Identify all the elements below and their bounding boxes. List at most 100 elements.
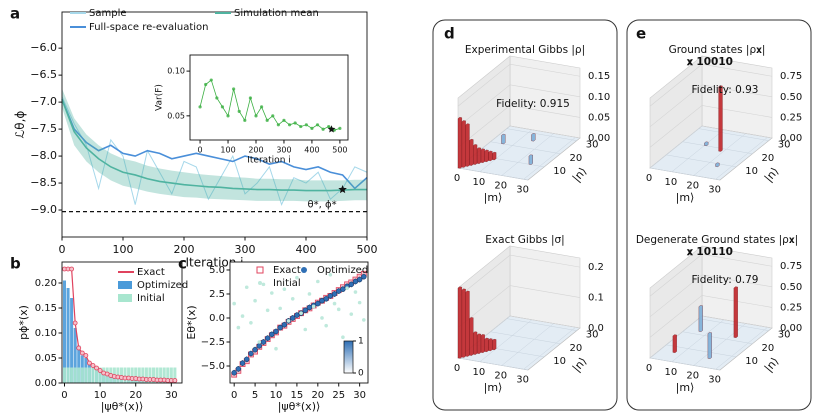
x-axis-label: |ψθ*(x)⟩ — [278, 400, 321, 413]
z-grid-line — [649, 295, 773, 338]
x-tick-label: 30 — [353, 390, 366, 401]
y-grid-line — [666, 344, 737, 358]
z-grid-line — [457, 285, 581, 328]
y-tick-label: 0.05 — [167, 111, 185, 120]
bar — [492, 151, 497, 161]
y-axis-label: |n⟩ — [762, 165, 782, 185]
legend-label: Exact — [137, 267, 165, 278]
point — [271, 114, 275, 118]
x-grid-line — [479, 129, 533, 172]
x-axis-label: Iteration i — [247, 156, 291, 166]
x-tick-label: 20 — [129, 390, 142, 401]
point — [248, 350, 254, 357]
y-tick-label: 0.15 — [35, 303, 57, 314]
point — [83, 353, 89, 358]
x-tick-label: 15 — [291, 390, 304, 401]
point — [290, 315, 296, 321]
bar — [77, 367, 81, 383]
point — [290, 296, 295, 301]
x-tick-label: 0 — [59, 243, 66, 256]
point — [240, 314, 245, 318]
annotation-label: θ*, ϕ* — [308, 200, 337, 211]
legend-label: Initial — [273, 278, 301, 289]
point — [257, 340, 262, 344]
bar — [152, 367, 156, 383]
x-tick-label: 10 — [473, 367, 486, 378]
point — [353, 290, 358, 294]
panel-label: b — [10, 255, 21, 273]
z-tick-label: 0.75 — [780, 261, 802, 272]
x-grid-line — [715, 137, 768, 180]
point — [338, 126, 342, 130]
z-grid-line — [649, 253, 773, 297]
legend-label: Exact — [273, 265, 301, 276]
y-tick-label: −6.0 — [30, 41, 57, 54]
point — [348, 281, 354, 288]
bar — [173, 367, 177, 383]
y-grid-line — [506, 318, 577, 331]
point — [256, 343, 262, 349]
y-tick-label: −9.0 — [30, 203, 57, 216]
z-grid-line — [457, 63, 581, 107]
point — [244, 356, 250, 362]
annotation-marker — [338, 185, 347, 194]
bar — [148, 367, 152, 383]
panel-label: e — [636, 25, 646, 43]
y-tick-label: 10 — [745, 356, 758, 367]
point — [328, 272, 333, 277]
legend-label: Initial — [137, 293, 165, 304]
y-tick-label: 0.05 — [35, 353, 57, 364]
bar — [73, 328, 77, 383]
x-tick-label: 500 — [357, 243, 378, 256]
x-grid-line — [479, 319, 533, 362]
bar — [704, 141, 709, 147]
point — [349, 312, 354, 316]
y-axis-label: |n⟩ — [570, 355, 590, 375]
point — [237, 109, 241, 113]
point — [287, 123, 292, 127]
y-tick-label: 0.0 — [209, 313, 225, 324]
point — [249, 320, 253, 325]
bar — [457, 117, 462, 169]
bar — [476, 147, 482, 164]
y-tick-label: −5.0 — [201, 361, 225, 372]
bar — [144, 367, 148, 383]
y-grid-line — [649, 167, 721, 181]
z-grid-line — [457, 84, 581, 128]
point — [97, 368, 103, 373]
x-tick-label: 5 — [252, 390, 258, 401]
x-tick-label: 200 — [174, 243, 195, 256]
point — [303, 327, 308, 332]
x-tick-label: 300 — [276, 146, 291, 155]
point — [232, 87, 236, 91]
point — [264, 335, 271, 341]
point — [299, 124, 303, 129]
y-tick-label: −8.0 — [30, 149, 57, 162]
point — [270, 291, 274, 295]
point — [209, 78, 213, 82]
x-tick-label: 0 — [198, 146, 203, 155]
line — [61, 99, 367, 192]
x-tick-label: 10 — [473, 177, 486, 188]
z-tick-label: 0.75 — [780, 71, 802, 82]
x-tick-label: 500 — [332, 146, 347, 155]
bar — [141, 367, 145, 383]
bar — [473, 144, 478, 165]
bar — [62, 280, 67, 383]
point — [236, 325, 241, 330]
y-tick-label: 30 — [586, 330, 599, 341]
bar — [492, 338, 497, 351]
panel-label: a — [10, 5, 20, 23]
x-tick-label: 25 — [332, 390, 345, 401]
y-grid-line — [457, 357, 529, 371]
z-tick-label: 0.05 — [588, 112, 610, 123]
bar — [155, 367, 159, 383]
bar — [484, 337, 489, 352]
subplot-title: Ground states |ρ𝐱| — [669, 44, 766, 56]
y-grid-line — [649, 357, 721, 371]
x-axis-label: Iteration i — [185, 256, 243, 270]
point — [323, 296, 329, 302]
point — [259, 105, 264, 109]
legend-label: Optimized — [137, 280, 188, 291]
z-tick-label: 0.00 — [780, 323, 802, 334]
